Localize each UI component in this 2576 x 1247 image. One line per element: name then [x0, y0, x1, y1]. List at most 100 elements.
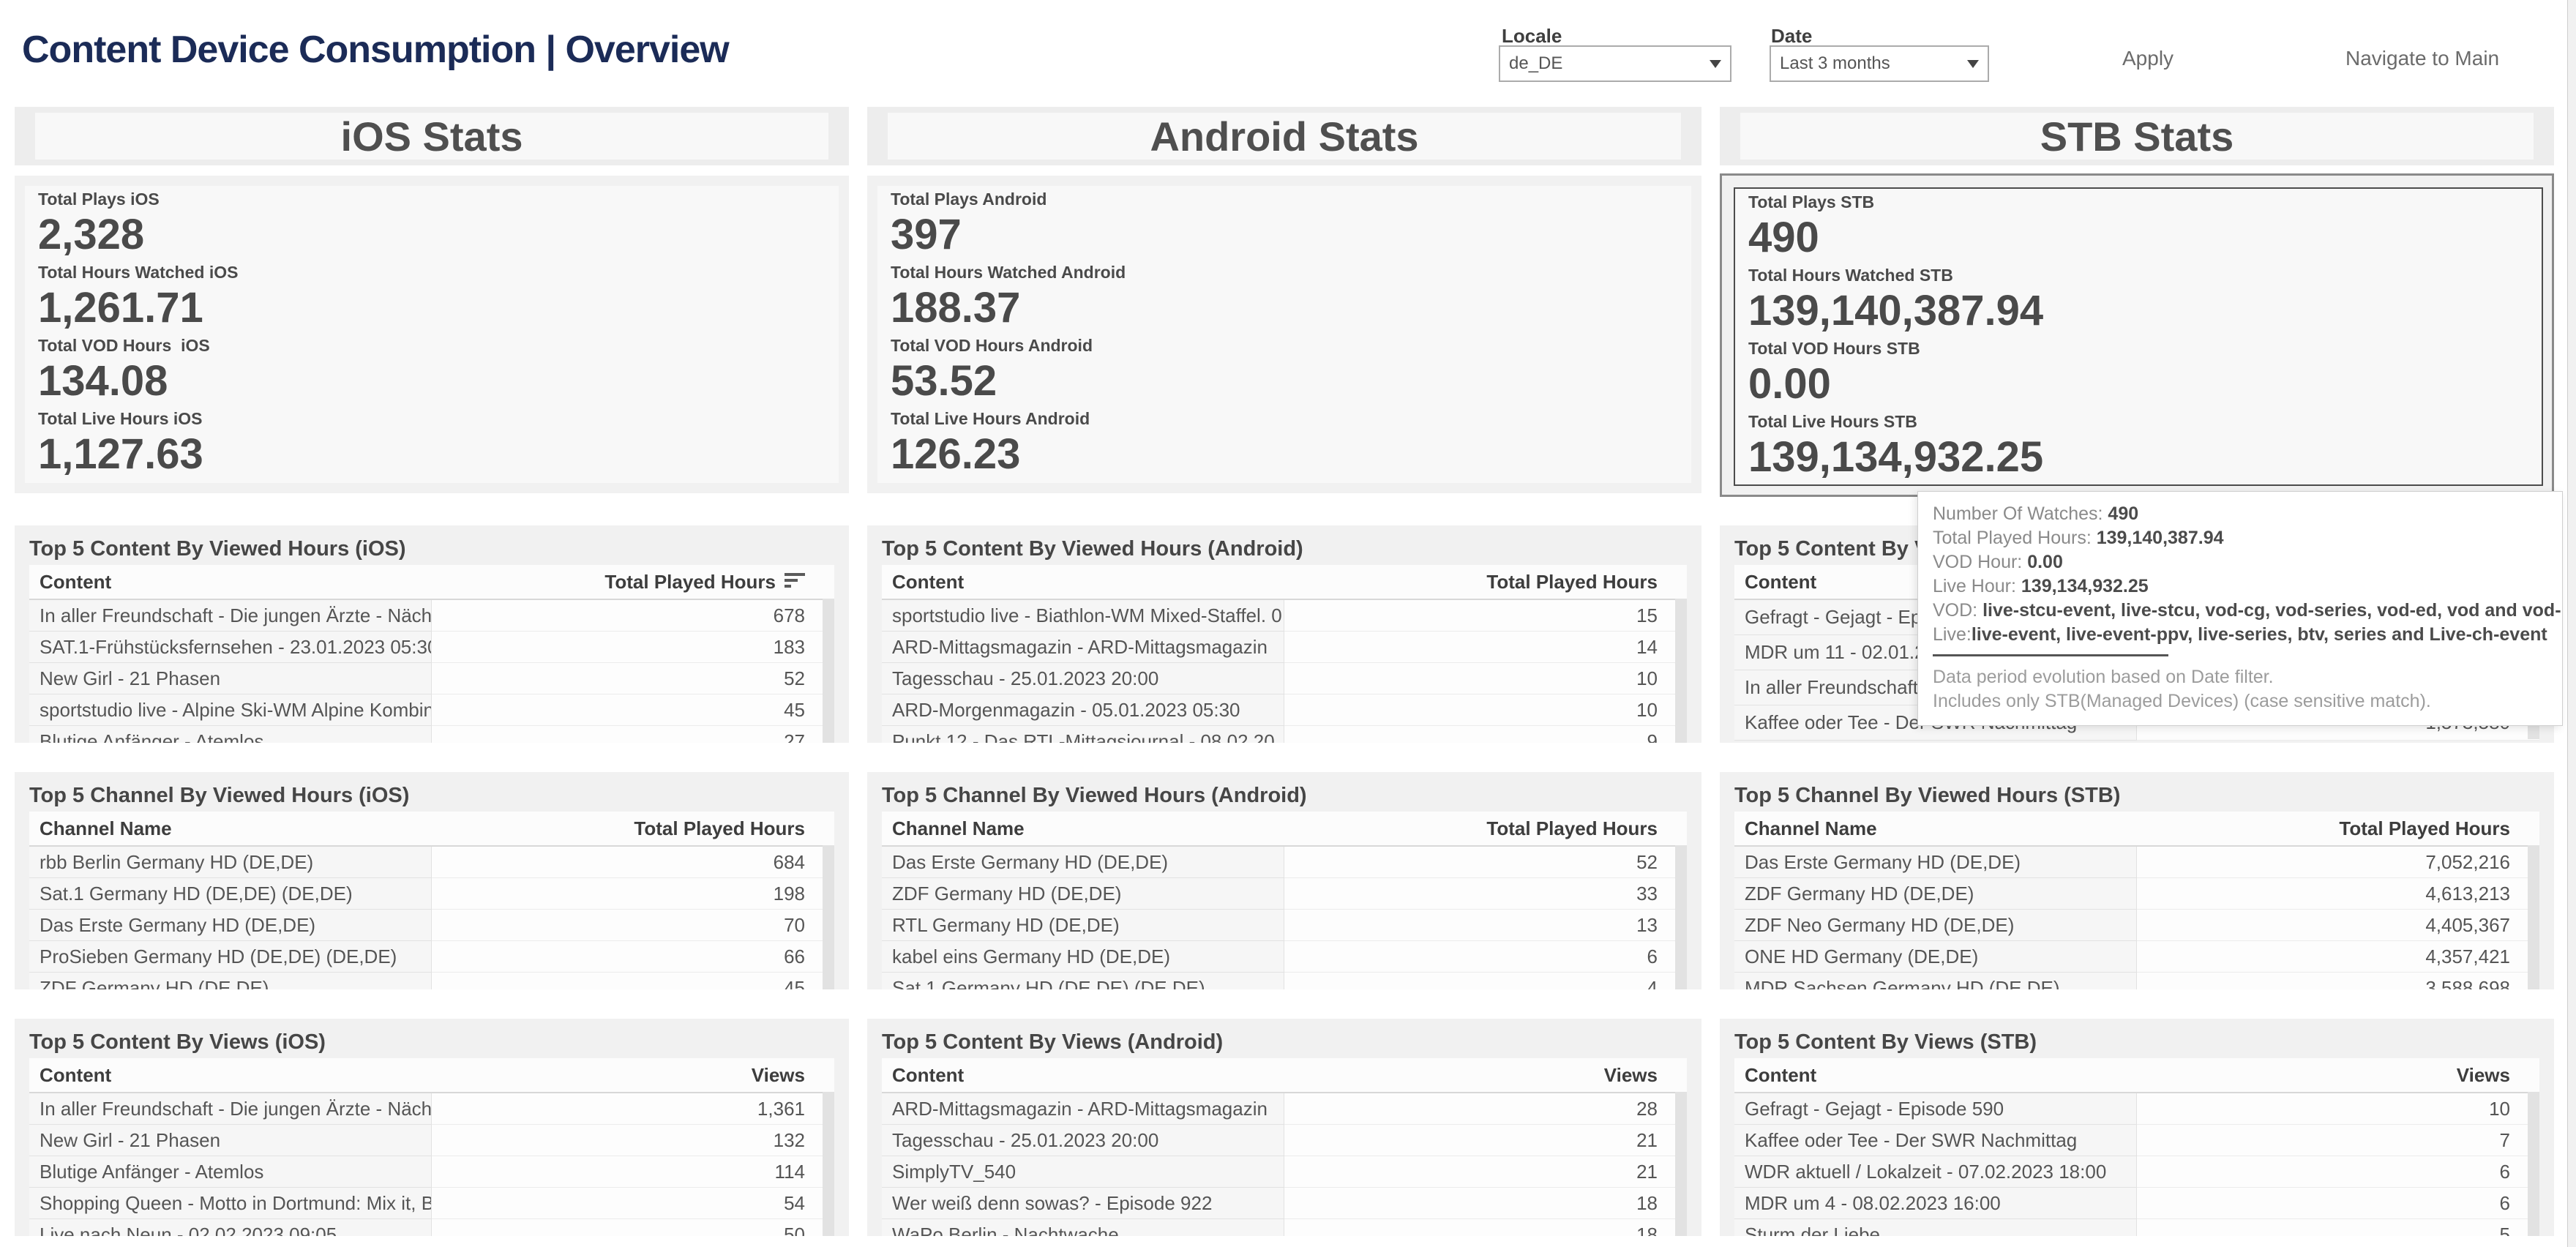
- table-row[interactable]: ZDF Germany HD (DE,DE) 45: [29, 973, 834, 989]
- row-label-cell: Das Erste Germany HD (DE,DE): [29, 910, 432, 941]
- table-row[interactable]: Das Erste Germany HD (DE,DE) 52: [882, 847, 1687, 878]
- col1-header[interactable]: Content: [892, 1063, 965, 1086]
- table-row[interactable]: In aller Freundschaft - Die jungen Ärzte…: [29, 1093, 834, 1125]
- col2-header-label: Total Played Hours: [1486, 570, 1658, 593]
- col1-header[interactable]: Content: [892, 570, 965, 593]
- col2-header[interactable]: Views: [432, 1064, 834, 1087]
- section-header: STB Stats: [1720, 107, 2554, 165]
- table-row[interactable]: sportstudio live - Biathlon-WM Mixed-Sta…: [882, 600, 1687, 632]
- table-row[interactable]: ONE HD Germany (DE,DE) 4,357,421: [1734, 941, 2539, 973]
- table-title: Top 5 Content By Viewed Hours (iOS): [29, 537, 406, 561]
- row-label-cell: MDR um 4 - 08.02.2023 16:00: [1734, 1188, 2137, 1219]
- table-panel: Top 5 Channel By Viewed Hours (Android) C…: [867, 772, 1701, 989]
- col2-header[interactable]: Total Played Hours: [1284, 817, 1687, 840]
- table-row[interactable]: RTL Germany HD (DE,DE) 13: [882, 910, 1687, 941]
- table-row[interactable]: Tagesschau - 25.01.2023 20:00 10: [882, 663, 1687, 694]
- col1-header[interactable]: Channel Name: [40, 817, 172, 839]
- table-row[interactable]: rbb Berlin Germany HD (DE,DE) 684: [29, 847, 834, 878]
- row-value-cell: 18: [1284, 1219, 1687, 1236]
- table-row[interactable]: Gefragt - Gejagt - Episode 590 10: [1734, 1093, 2539, 1125]
- table-row[interactable]: Sat.1 Germany HD (DE,DE) (DE,DE) 4: [882, 973, 1687, 989]
- apply-button[interactable]: Apply: [2122, 47, 2174, 70]
- col1-header[interactable]: Content: [40, 1063, 112, 1086]
- table-row[interactable]: ZDF Neo Germany HD (DE,DE) 4,405,367: [1734, 910, 2539, 941]
- table-row[interactable]: SimplyTV_540 21: [882, 1156, 1687, 1188]
- col2-header[interactable]: Total Played Hours: [1284, 571, 1687, 593]
- table-row[interactable]: WDR aktuell / Lokalzeit - 07.02.2023 18:…: [1734, 1156, 2539, 1188]
- col1-header[interactable]: Content: [40, 570, 112, 593]
- table-title: Top 5 Content By Views (Android): [882, 1030, 1224, 1054]
- table-row[interactable]: Shopping Queen - Motto in Dortmund: Mix …: [29, 1188, 834, 1219]
- vertical-scrollbar[interactable]: [2567, 0, 2576, 1247]
- stats-panel: Total Plays STB 490 Total Hours Watched ST…: [1720, 173, 2554, 497]
- table-row[interactable]: ZDF Germany HD (DE,DE) 33: [882, 878, 1687, 910]
- col1-header[interactable]: Content: [1745, 1063, 1817, 1086]
- table-row[interactable]: New Girl - 21 Phasen 132: [29, 1125, 834, 1156]
- table-row[interactable]: Kaffee oder Tee - Der SWR Nachmittag 7: [1734, 1125, 2539, 1156]
- table-row[interactable]: ARD-Morgenmagazin - 05.01.2023 05:30 10: [882, 694, 1687, 726]
- navigate-to-main-link[interactable]: Navigate to Main: [2345, 47, 2500, 70]
- tooltip-value: 139,140,387.94: [2096, 528, 2224, 548]
- table-row[interactable]: SAT.1-Frühstücksfernsehen - 23.01.2023 0…: [29, 632, 834, 663]
- row-label-cell: Punkt 12 - Das RTL-Mittagsjournal - 08.0…: [882, 726, 1284, 743]
- table-row[interactable]: kabel eins Germany HD (DE,DE) 6: [882, 941, 1687, 973]
- col2-header[interactable]: Views: [2137, 1064, 2539, 1087]
- table-row[interactable]: Live nach Neun - 02.02.2023 09:05 50: [29, 1219, 834, 1236]
- tooltip-line: VOD Hour: 0.00: [1933, 550, 2547, 574]
- table-row[interactable]: ARD-Mittagsmagazin - ARD-Mittagsmagazin 1…: [882, 632, 1687, 663]
- table-row[interactable]: Wer weiß denn sowas? - Episode 922 18: [882, 1188, 1687, 1219]
- table-scrollbar[interactable]: [823, 845, 834, 989]
- table-scrollbar[interactable]: [2528, 1092, 2539, 1236]
- col1-header[interactable]: Channel Name: [892, 817, 1025, 839]
- tooltip-line: VOD: live-stcu-event, live-stcu, vod-cg,…: [1933, 599, 2562, 623]
- table-row[interactable]: MDR Sachsen Germany HD (DE,DE) 3,588,698: [1734, 973, 2539, 989]
- col2-header[interactable]: Total Played Hours: [432, 817, 834, 840]
- row-value-cell: 54: [432, 1188, 834, 1219]
- table-row[interactable]: Sat.1 Germany HD (DE,DE) (DE,DE) 198: [29, 878, 834, 910]
- table-scrollbar[interactable]: [823, 1092, 834, 1236]
- table-row[interactable]: Das Erste Germany HD (DE,DE) 7,052,216: [1734, 847, 2539, 878]
- sort-descending-icon[interactable]: [785, 573, 805, 591]
- table-scrollbar[interactable]: [1675, 1092, 1687, 1236]
- table-row[interactable]: Blutige Anfänger - Atemlos 114: [29, 1156, 834, 1188]
- col2-header[interactable]: Total Played Hours: [432, 571, 834, 593]
- table-row[interactable]: Das Erste Germany HD (DE,DE) 70: [29, 910, 834, 941]
- table-row[interactable]: Blutige Anfänger - Atemlos 27: [29, 726, 834, 743]
- table-row[interactable]: ZDF Germany HD (DE,DE) 4,613,213: [1734, 878, 2539, 910]
- table-row[interactable]: In aller Freundschaft - Die jungen Ärzte…: [29, 600, 834, 632]
- table-title: Top 5 Content By Viewed Hours (Android): [882, 537, 1303, 561]
- locale-select[interactable]: de_DE: [1499, 45, 1731, 82]
- col1-header[interactable]: Content: [1745, 570, 1817, 593]
- table-row[interactable]: sportstudio live - Alpine Ski-WM Alpine …: [29, 694, 834, 726]
- section-header-label: iOS Stats: [35, 113, 828, 160]
- table-row[interactable]: ProSieben Germany HD (DE,DE) (DE,DE) 66: [29, 941, 834, 973]
- table-row[interactable]: WaPo Berlin - Nachtwache 18: [882, 1219, 1687, 1236]
- tooltip-label: Total Played Hours:: [1933, 528, 2097, 548]
- col2-header[interactable]: Views: [1284, 1064, 1687, 1087]
- stat-value: 139,134,932.25: [1748, 433, 2044, 481]
- col1-header[interactable]: Channel Name: [1745, 817, 1877, 839]
- row-value-cell: 33: [1284, 878, 1687, 910]
- table-scrollbar[interactable]: [1675, 599, 1687, 743]
- tooltip-divider: [1933, 654, 2168, 656]
- tooltip-value: 139,134,932.25: [2021, 576, 2149, 596]
- table-row[interactable]: Tagesschau - 25.01.2023 20:00 21: [882, 1125, 1687, 1156]
- table-row[interactable]: New Girl - 21 Phasen 52: [29, 663, 834, 694]
- table-row[interactable]: Punkt 12 - Das RTL-Mittagsjournal - 08.0…: [882, 726, 1687, 743]
- stat-label: Total Plays Android: [891, 190, 1047, 209]
- table-scrollbar[interactable]: [823, 599, 834, 743]
- stats-card[interactable]: Total Plays STB 490 Total Hours Watched ST…: [1734, 187, 2543, 486]
- stat-label: Total VOD Hours Android: [891, 336, 1093, 355]
- table-header-row: Content Views: [882, 1058, 1687, 1093]
- table-scrollbar[interactable]: [2528, 845, 2539, 989]
- row-label-cell: Sturm der Liebe: [1734, 1219, 2137, 1236]
- stat-value: 1,127.63: [38, 430, 203, 478]
- col2-header[interactable]: Total Played Hours: [2137, 817, 2539, 840]
- table-row[interactable]: Sturm der Liebe 5: [1734, 1219, 2539, 1236]
- table: Content Views In aller Freundschaft - Die …: [29, 1058, 834, 1236]
- table-scrollbar[interactable]: [1675, 845, 1687, 989]
- date-select[interactable]: Last 3 months: [1770, 45, 1989, 82]
- table-row[interactable]: MDR um 4 - 08.02.2023 16:00 6: [1734, 1188, 2539, 1219]
- row-label-cell: sportstudio live - Alpine Ski-WM Alpine …: [29, 694, 432, 726]
- table-row[interactable]: ARD-Mittagsmagazin - ARD-Mittagsmagazin 2…: [882, 1093, 1687, 1125]
